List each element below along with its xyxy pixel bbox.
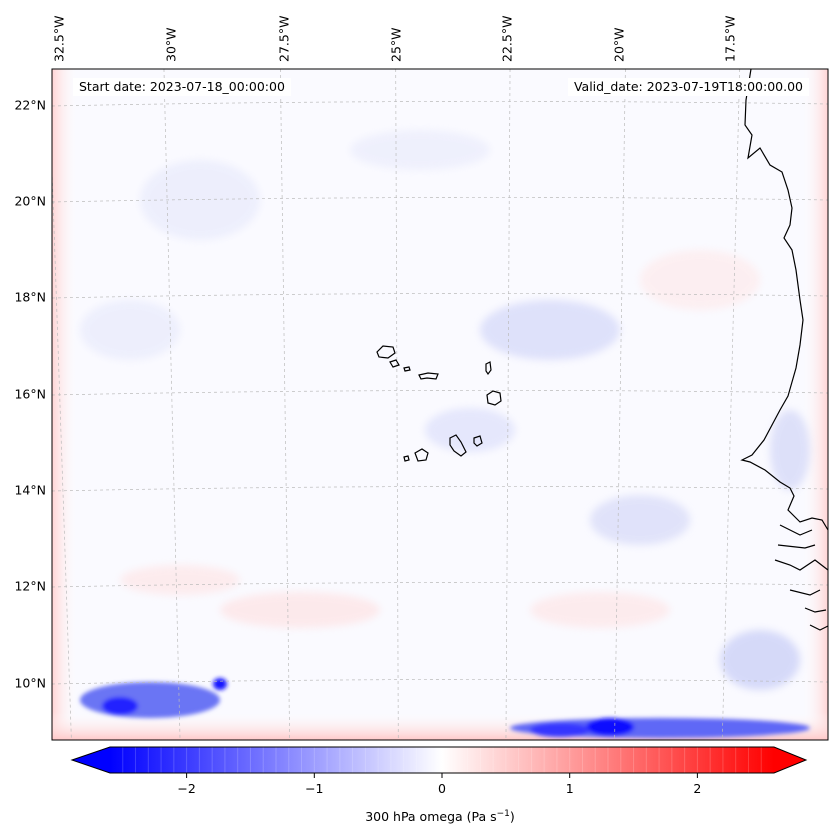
field-patch — [590, 495, 690, 545]
lon-tick-label: 25°W — [389, 27, 404, 62]
lon-tick-label: 30°W — [164, 27, 179, 62]
colorbar-tick-label: 0 — [438, 781, 446, 796]
colorbar-ticks: −2 −1 0 1 2 — [177, 773, 701, 796]
lon-tick-label: 17.5°W — [723, 16, 738, 62]
colorbar-extend-max — [774, 747, 806, 773]
field-patch — [720, 630, 800, 690]
island-sao-vicente — [389, 359, 400, 368]
descent-core — [102, 697, 138, 715]
colorbar: −2 −1 0 1 2 300 hPa omega (Pa s−1) — [70, 746, 808, 824]
meridian-gridline — [721, 69, 741, 740]
parallel-gridline — [52, 293, 828, 299]
start-date-label: Start date: 2023-07-18_00:00:00 — [73, 78, 291, 96]
meridian-gridline — [280, 69, 290, 740]
latitude-labels: 22°N 20°N 18°N 16°N 14°N 12°N 10°N — [14, 98, 46, 691]
field-patch — [530, 592, 670, 628]
lat-tick-label: 20°N — [14, 194, 46, 209]
meridian-gridline — [52, 158, 72, 740]
field-patch — [80, 300, 180, 360]
colorbar-extend-min — [72, 747, 110, 773]
island-fogo — [414, 448, 429, 462]
africa-coastline — [740, 69, 828, 531]
lat-tick-label: 16°N — [14, 387, 46, 402]
island-sao-nicolau — [418, 372, 439, 380]
meridian-gridline — [614, 69, 626, 740]
boundary-right — [802, 69, 828, 740]
field-patch — [140, 160, 260, 240]
colorbar-tick-label: 2 — [693, 781, 701, 796]
meridian-gridline — [395, 69, 399, 740]
meridian-gridline — [163, 69, 181, 740]
colorbar-label: 300 hPa omega (Pa s−1) — [365, 809, 515, 824]
lat-tick-label: 22°N — [14, 98, 46, 113]
island-santa-luzia — [403, 366, 411, 372]
valid-date-label: Valid_date: 2023-07-19T18:00:00.00 — [567, 78, 809, 96]
gridlines — [52, 69, 828, 740]
island-brava — [403, 455, 410, 462]
field-patch — [480, 300, 620, 360]
field-patch — [120, 565, 240, 595]
map-frame — [51, 68, 829, 741]
field-patch — [425, 408, 515, 452]
parallel-gridline — [52, 101, 828, 107]
colorbar-outline — [70, 746, 808, 774]
parallel-gridline — [52, 582, 828, 588]
descent-core — [586, 718, 634, 736]
parallel-gridline — [52, 390, 828, 396]
omega-field — [52, 69, 828, 740]
gambia-coast — [777, 524, 816, 549]
lat-tick-label: 14°N — [14, 483, 46, 498]
meridian-gridline — [505, 69, 511, 740]
field-patch — [350, 130, 490, 170]
lon-tick-label: 22.5°W — [500, 16, 515, 62]
coastlines — [376, 69, 828, 631]
descent-core — [213, 678, 227, 690]
parallel-gridline — [52, 679, 828, 685]
island-maio — [473, 435, 483, 447]
colorbar-tick-label: 1 — [566, 781, 574, 796]
colorbar-tick-label: −1 — [305, 781, 323, 796]
boundary-left — [52, 69, 78, 740]
field-patch — [770, 410, 810, 490]
parallel-gridline — [52, 197, 828, 203]
guinea-coast — [774, 559, 828, 631]
parallel-gridline — [52, 486, 828, 492]
lon-tick-label: 27.5°W — [277, 16, 292, 62]
island-santo-antao — [376, 345, 396, 359]
descent-core — [80, 682, 220, 718]
island-sal — [485, 361, 492, 376]
island-santiago — [449, 434, 467, 457]
island-boa-vista — [486, 390, 502, 406]
lon-tick-label: 20°W — [612, 27, 627, 62]
longitude-labels: 32.5°W 30°W 27.5°W 25°W 22.5°W 20°W 17.5°W — [52, 16, 738, 62]
descent-core — [530, 723, 590, 737]
colorbar-segments — [122, 747, 762, 773]
lon-tick-label: 32.5°W — [52, 16, 67, 62]
field-patch — [640, 250, 760, 310]
colorbar-tick-label: −2 — [177, 781, 195, 796]
lat-tick-label: 10°N — [14, 676, 46, 691]
colorbar-ramp — [110, 747, 774, 773]
lat-tick-label: 12°N — [14, 579, 46, 594]
field-patch — [220, 592, 380, 628]
map-panel — [52, 69, 828, 740]
lat-tick-label: 18°N — [14, 290, 46, 305]
